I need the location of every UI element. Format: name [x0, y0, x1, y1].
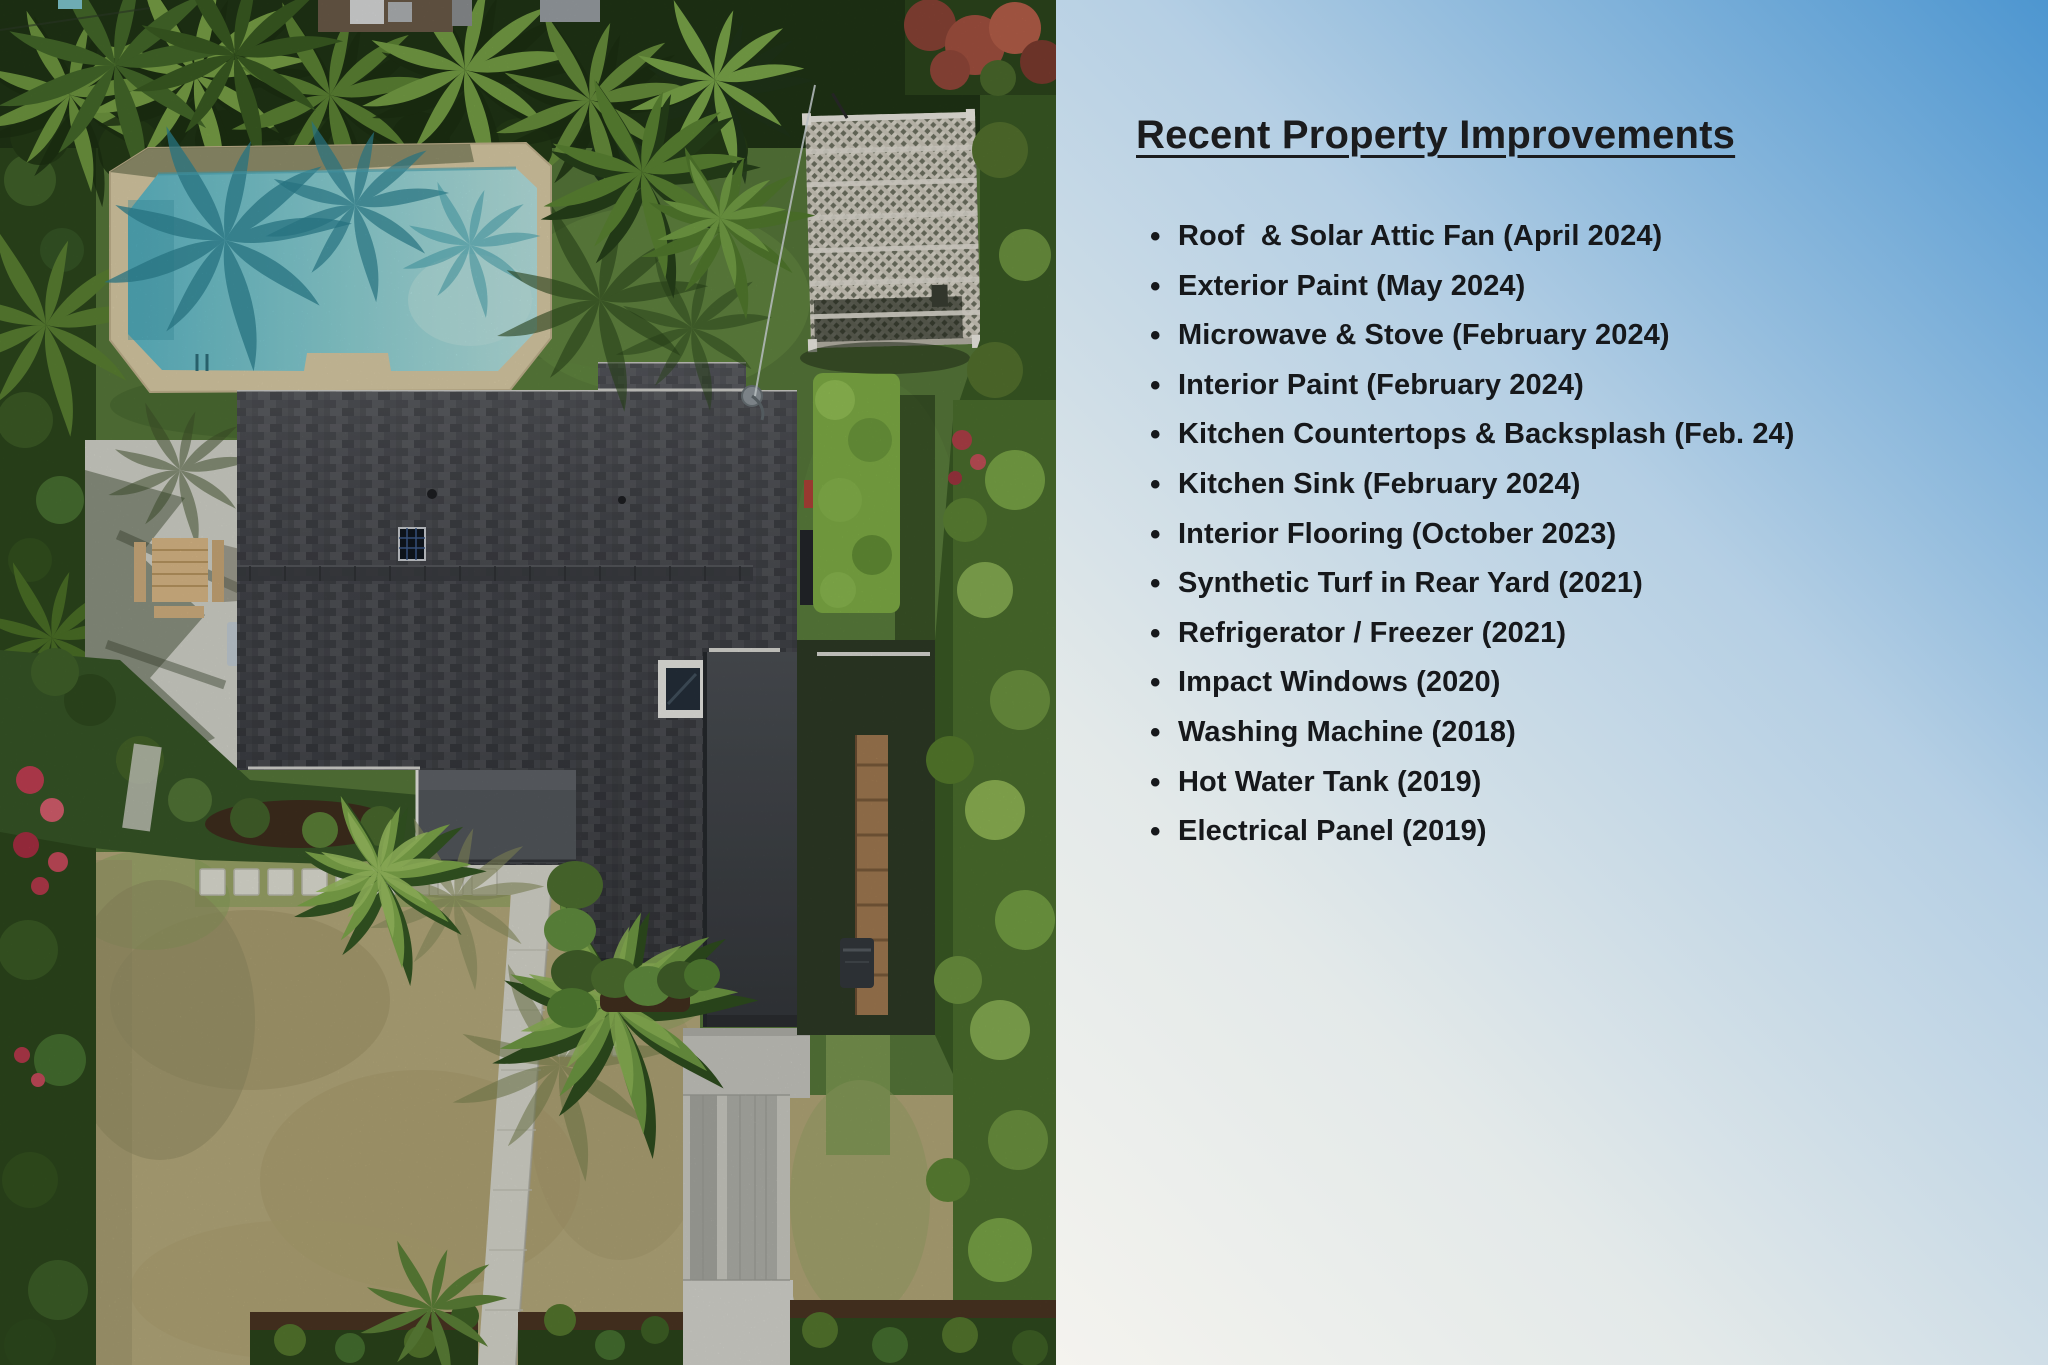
improvement-item: Synthetic Turf in Rear Yard (2021) — [1150, 559, 1795, 609]
improvement-item: Exterior Paint (May 2024) — [1150, 262, 1795, 312]
improvement-item: Roof & Solar Attic Fan (April 2024) — [1150, 212, 1795, 262]
panel-title: Recent Property Improvements — [1136, 113, 1736, 157]
improvements-list: Roof & Solar Attic Fan (April 2024)Exter… — [1150, 212, 1795, 857]
improvement-item: Microwave & Stove (February 2024) — [1150, 311, 1795, 361]
improvement-item: Hot Water Tank (2019) — [1150, 758, 1795, 808]
improvements-panel: Recent Property Improvements Roof & Sola… — [1056, 0, 2048, 1365]
improvement-item: Refrigerator / Freezer (2021) — [1150, 609, 1795, 659]
improvement-item: Interior Flooring (October 2023) — [1150, 510, 1795, 560]
improvement-item: Impact Windows (2020) — [1150, 658, 1795, 708]
improvement-item: Interior Paint (February 2024) — [1150, 361, 1795, 411]
improvement-item: Electrical Panel (2019) — [1150, 807, 1795, 857]
aerial-photo — [0, 0, 1056, 1365]
improvement-item: Kitchen Sink (February 2024) — [1150, 460, 1795, 510]
photo-grain — [0, 0, 1056, 1365]
improvement-item: Kitchen Countertops & Backsplash (Feb. 2… — [1150, 410, 1795, 460]
improvement-item: Washing Machine (2018) — [1150, 708, 1795, 758]
